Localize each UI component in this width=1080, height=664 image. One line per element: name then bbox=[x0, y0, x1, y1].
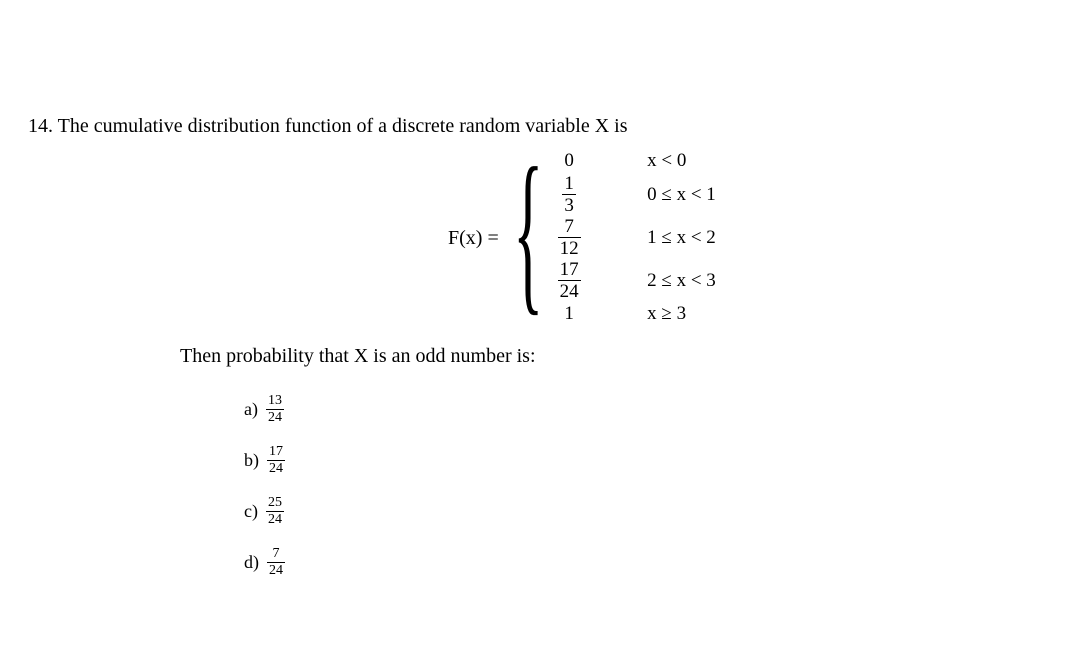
denominator: 24 bbox=[266, 409, 284, 425]
case-row: 1 3 0 ≤ x < 1 bbox=[549, 174, 716, 215]
left-brace: { bbox=[513, 154, 543, 307]
fx-label: F(x) = bbox=[448, 227, 499, 250]
cases-list: 0 x < 0 1 3 0 ≤ x < 1 7 12 1 ≤ x < 2 bbox=[549, 150, 716, 327]
numerator: 1 bbox=[562, 174, 576, 194]
denominator: 24 bbox=[558, 280, 581, 301]
numerator: 7 bbox=[562, 217, 576, 237]
case-row: 1 x ≥ 3 bbox=[549, 303, 716, 325]
numerator: 7 bbox=[271, 547, 282, 562]
question-number: 14. bbox=[28, 115, 53, 137]
denominator: 24 bbox=[267, 460, 285, 476]
fraction: 1 3 bbox=[562, 174, 576, 215]
then-text: Then probability that X is an odd number… bbox=[180, 345, 1080, 368]
options-list: a) 13 24 b) 17 24 c) 25 24 d) 7 24 bbox=[244, 394, 1080, 578]
numerator: 13 bbox=[266, 394, 284, 409]
denominator: 24 bbox=[266, 511, 284, 527]
denominator: 24 bbox=[267, 562, 285, 578]
fraction: 17 24 bbox=[267, 445, 285, 476]
case-condition: 2 ≤ x < 3 bbox=[647, 270, 716, 292]
case-value: 1 bbox=[549, 303, 589, 325]
fraction: 17 24 bbox=[558, 260, 581, 301]
case-row: 17 24 2 ≤ x < 3 bbox=[549, 260, 716, 301]
option-label: a) bbox=[244, 399, 258, 420]
question-stem: 14. The cumulative distribution function… bbox=[28, 115, 1080, 138]
case-condition: 1 ≤ x < 2 bbox=[647, 227, 716, 249]
option-a: a) 13 24 bbox=[244, 394, 1080, 425]
case-condition: x ≥ 3 bbox=[647, 303, 686, 325]
piecewise-function: F(x) = { 0 x < 0 1 3 0 ≤ x < 1 7 12 1 ≤ … bbox=[448, 150, 1080, 327]
case-value: 0 bbox=[549, 150, 589, 172]
case-value: 17 24 bbox=[549, 260, 589, 301]
case-value: 1 3 bbox=[549, 174, 589, 215]
case-condition: 0 ≤ x < 1 bbox=[647, 184, 716, 206]
case-condition: x < 0 bbox=[647, 150, 686, 172]
numerator: 17 bbox=[558, 260, 581, 280]
option-c: c) 25 24 bbox=[244, 496, 1080, 527]
case-value: 7 12 bbox=[549, 217, 589, 258]
option-d: d) 7 24 bbox=[244, 547, 1080, 578]
numerator: 25 bbox=[266, 496, 284, 511]
fraction: 7 12 bbox=[558, 217, 581, 258]
option-label: d) bbox=[244, 552, 259, 573]
numerator: 17 bbox=[267, 445, 285, 460]
fraction: 7 24 bbox=[267, 547, 285, 578]
case-row: 0 x < 0 bbox=[549, 150, 716, 172]
case-row: 7 12 1 ≤ x < 2 bbox=[549, 217, 716, 258]
fraction: 25 24 bbox=[266, 496, 284, 527]
option-label: c) bbox=[244, 501, 258, 522]
option-label: b) bbox=[244, 450, 259, 471]
denominator: 12 bbox=[558, 237, 581, 258]
denominator: 3 bbox=[562, 194, 576, 215]
fraction: 13 24 bbox=[266, 394, 284, 425]
option-b: b) 17 24 bbox=[244, 445, 1080, 476]
